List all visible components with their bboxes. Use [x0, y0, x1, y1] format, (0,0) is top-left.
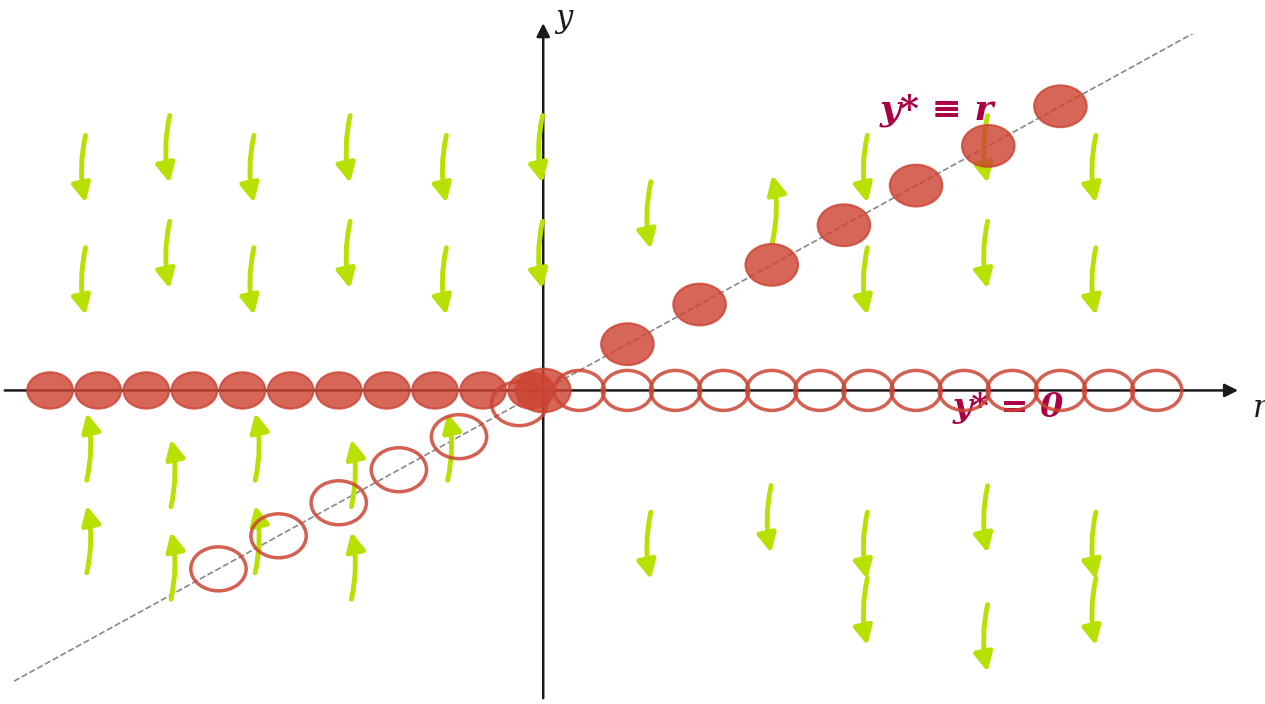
Ellipse shape — [460, 372, 506, 408]
Ellipse shape — [1035, 85, 1087, 127]
Ellipse shape — [268, 372, 314, 408]
Ellipse shape — [172, 372, 218, 408]
Ellipse shape — [364, 372, 410, 408]
Ellipse shape — [673, 284, 726, 325]
Ellipse shape — [316, 372, 362, 408]
Ellipse shape — [220, 372, 266, 408]
Text: y* ≡ r: y* ≡ r — [880, 93, 994, 127]
Text: y* = 0: y* = 0 — [953, 391, 1064, 424]
Ellipse shape — [817, 204, 870, 246]
Ellipse shape — [124, 372, 170, 408]
Ellipse shape — [961, 125, 1015, 167]
Text: r: r — [1252, 393, 1265, 424]
Text: y: y — [555, 3, 573, 34]
Ellipse shape — [516, 369, 571, 413]
Ellipse shape — [76, 372, 121, 408]
Ellipse shape — [745, 244, 798, 286]
Ellipse shape — [509, 372, 554, 408]
Ellipse shape — [601, 323, 654, 365]
Ellipse shape — [28, 372, 73, 408]
Ellipse shape — [412, 372, 458, 408]
Ellipse shape — [889, 165, 942, 206]
